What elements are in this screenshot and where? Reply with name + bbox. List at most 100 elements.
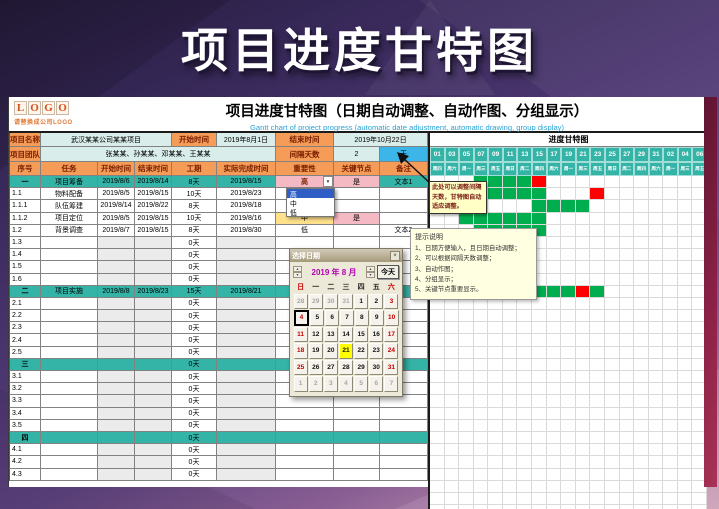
cell-duration[interactable]: 8天 (172, 176, 217, 189)
cell-keynode[interactable] (334, 431, 380, 445)
cell-serial[interactable]: 三 (9, 358, 41, 371)
calendar-day[interactable]: 18 (293, 343, 308, 359)
cell-end-date[interactable]: 2019/8/23 (135, 285, 172, 298)
cell-actual-date[interactable]: 2019/8/23 (217, 188, 276, 201)
cell-duration[interactable]: 0天 (172, 236, 217, 250)
calendar-day[interactable]: 26 (308, 359, 323, 375)
cell-duration[interactable]: 0天 (172, 322, 217, 335)
calendar-day[interactable]: 7 (384, 376, 399, 392)
cell-end-date[interactable] (135, 444, 172, 457)
cell-remark[interactable] (380, 407, 428, 420)
calendar-day[interactable]: 24 (384, 343, 399, 359)
cell-actual-date[interactable] (217, 407, 276, 420)
calendar-day[interactable]: 15 (354, 326, 369, 342)
cell-end-date[interactable]: 2019/8/14 (135, 176, 172, 189)
cell-remark[interactable] (380, 212, 428, 225)
cell-end-date[interactable] (135, 358, 172, 371)
today-button[interactable]: 今天 (377, 265, 399, 279)
column-header[interactable]: 开始时间 (98, 162, 135, 176)
cell-task[interactable]: 物料配备 (41, 188, 98, 201)
cell-serial[interactable]: 3.2 (9, 383, 41, 396)
column-header[interactable]: 备注 (380, 162, 428, 176)
cell-start-date[interactable] (98, 419, 135, 432)
cell-serial[interactable]: 1.1.2 (9, 212, 41, 225)
cell-serial[interactable]: 一 (9, 176, 41, 189)
calendar-day[interactable]: 30 (369, 359, 384, 375)
cell-keynode[interactable]: 是 (334, 176, 380, 189)
cell-serial[interactable]: 2.4 (9, 334, 41, 347)
cell-start-date[interactable] (98, 444, 135, 457)
calendar-day[interactable]: 14 (338, 326, 354, 342)
cell-duration[interactable]: 0天 (172, 444, 217, 457)
cell-end-date[interactable] (135, 297, 172, 311)
cell-keynode[interactable] (334, 395, 380, 408)
cell-remark[interactable] (380, 444, 428, 457)
calendar-day[interactable]: 5 (354, 376, 369, 392)
cell-remark[interactable] (380, 395, 428, 408)
calendar-day[interactable]: 31 (384, 359, 399, 375)
dropdown-option[interactable]: 低 (290, 209, 297, 217)
cell-duration[interactable]: 0天 (172, 407, 217, 420)
cell-task[interactable] (41, 468, 98, 481)
cell-remark[interactable] (380, 371, 428, 384)
cell-end-date[interactable] (135, 383, 172, 396)
team-value[interactable]: 张某某、孙某某、邓某某、王某某 (41, 147, 276, 162)
calendar-day[interactable]: 6 (325, 310, 340, 326)
cell-duration[interactable]: 0天 (172, 431, 217, 445)
column-header[interactable]: 重要性 (276, 162, 334, 176)
cell-duration[interactable]: 0天 (172, 346, 217, 359)
cell-serial[interactable]: 2.3 (9, 322, 41, 335)
cell-duration[interactable]: 10天 (172, 188, 217, 201)
calendar-day[interactable]: 23 (369, 343, 384, 359)
calendar-day[interactable]: 30 (323, 293, 338, 309)
spin-up-button[interactable]: ▲ (293, 266, 302, 272)
cell-task[interactable] (41, 371, 98, 384)
cell-task[interactable]: 背景调查 (41, 224, 98, 237)
cell-task[interactable] (41, 297, 98, 311)
calendar-day[interactable]: 3 (384, 293, 399, 309)
dropdown-arrow-button[interactable]: ▼ (323, 176, 333, 188)
cell-task[interactable] (41, 346, 98, 359)
cell-importance[interactable] (276, 395, 334, 408)
cell-end-date[interactable] (135, 310, 172, 323)
cell-task[interactable] (41, 431, 98, 445)
cell-remark[interactable] (380, 200, 428, 213)
cell-actual-date[interactable] (217, 346, 276, 359)
cell-end-date[interactable]: 2019/8/22 (135, 200, 172, 213)
calendar-day[interactable]: 3 (323, 376, 338, 392)
cell-duration[interactable]: 0天 (172, 395, 217, 408)
cell-actual-date[interactable]: 2019/8/30 (217, 224, 276, 237)
cell-importance[interactable]: 高 ▼ (276, 176, 334, 189)
cell-duration[interactable]: 0天 (172, 261, 217, 274)
calendar-day[interactable]: 7 (340, 310, 354, 326)
cell-duration[interactable]: 8天 (172, 224, 217, 237)
cell-actual-date[interactable]: 2019/8/21 (217, 285, 276, 298)
dropdown-option[interactable]: 中 (290, 200, 297, 208)
cell-keynode[interactable] (334, 200, 380, 213)
cell-duration[interactable]: 8天 (172, 200, 217, 213)
calendar-day[interactable]: 17 (384, 326, 399, 342)
cell-duration[interactable]: 0天 (172, 456, 217, 469)
cell-duration[interactable]: 0天 (172, 249, 217, 262)
column-header[interactable]: 工期 (172, 162, 217, 176)
cell-remark[interactable] (380, 188, 428, 201)
cell-serial[interactable]: 四 (9, 431, 41, 445)
cell-serial[interactable]: 4.1 (9, 444, 41, 457)
cell-task[interactable]: 项目定位 (41, 212, 98, 225)
cell-keynode[interactable] (334, 468, 380, 481)
year-spinner[interactable]: ▲ ▼ (293, 266, 302, 278)
calendar-day[interactable]: 25 (293, 359, 308, 375)
cell-start-date[interactable] (98, 358, 135, 371)
cell-duration[interactable]: 0天 (172, 468, 217, 481)
cell-task[interactable] (41, 249, 98, 262)
cell-actual-date[interactable]: 2019/8/18 (217, 200, 276, 213)
column-header[interactable]: 关键节点 (334, 162, 380, 176)
spin-down-button[interactable]: ▼ (366, 272, 375, 278)
cell-serial[interactable]: 2.1 (9, 297, 41, 311)
calendar-day[interactable]: 1 (354, 293, 369, 309)
spin-up-button[interactable]: ▲ (366, 266, 375, 272)
cell-importance[interactable] (276, 468, 334, 481)
cell-serial[interactable]: 1.6 (9, 273, 41, 286)
calendar-day[interactable]: 16 (369, 326, 384, 342)
column-header[interactable]: 实际完成时间 (217, 162, 276, 176)
